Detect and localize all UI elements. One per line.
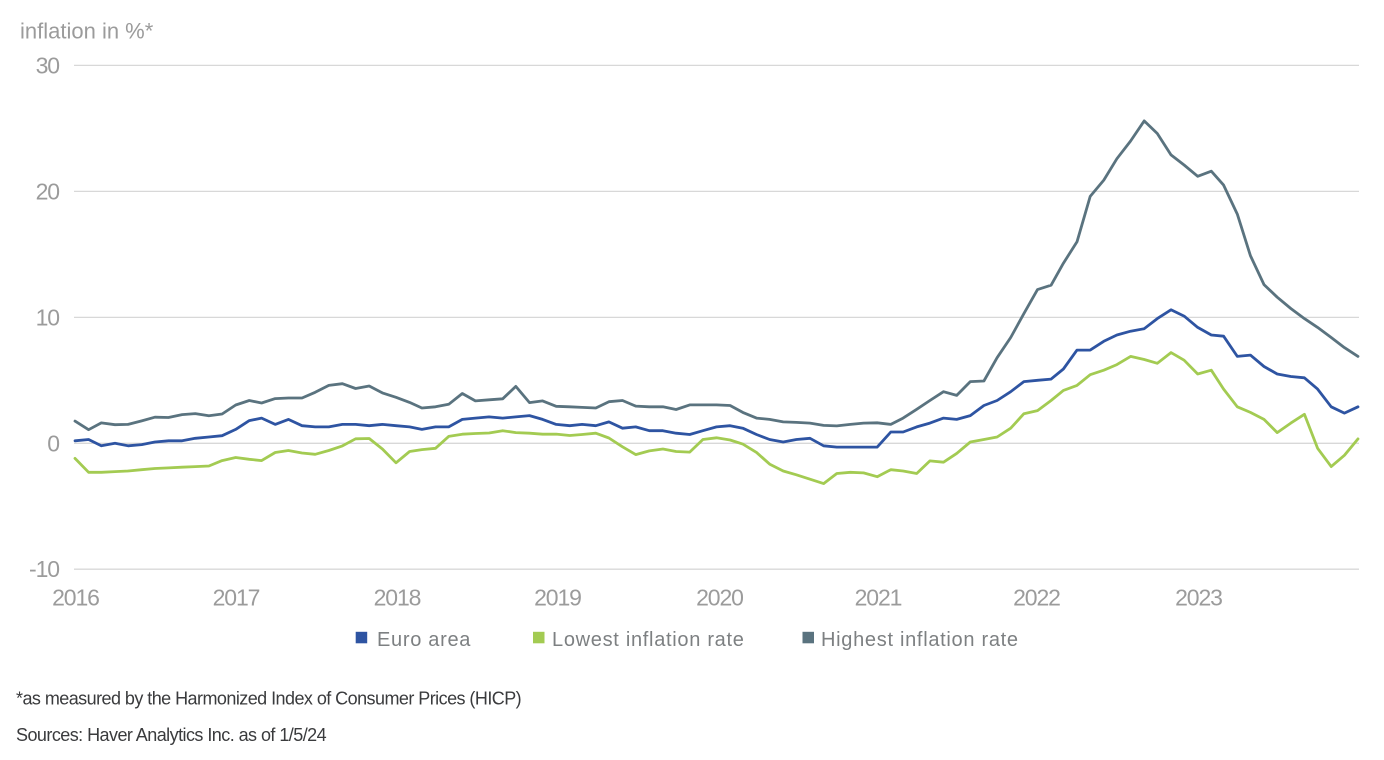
svg-text:Lowest inflation rate: Lowest inflation rate — [552, 629, 745, 651]
svg-text:20: 20 — [36, 178, 60, 204]
svg-text:2022: 2022 — [1013, 585, 1060, 611]
svg-text:0: 0 — [47, 430, 59, 456]
svg-text:30: 30 — [36, 52, 60, 78]
svg-text:2023: 2023 — [1175, 585, 1222, 611]
svg-text:2016: 2016 — [52, 585, 99, 611]
svg-text:2021: 2021 — [855, 585, 902, 611]
svg-text:Euro area: Euro area — [377, 629, 471, 651]
svg-text:Sources: Haver Analytics Inc.: Sources: Haver Analytics Inc. as of 1/5/… — [16, 725, 327, 745]
svg-text:2020: 2020 — [696, 585, 743, 611]
svg-text:2017: 2017 — [213, 585, 260, 611]
svg-text:2018: 2018 — [374, 585, 421, 611]
svg-text:-10: -10 — [29, 556, 59, 582]
svg-text:10: 10 — [36, 304, 60, 330]
svg-text:2019: 2019 — [534, 585, 581, 611]
svg-text:Highest inflation rate: Highest inflation rate — [821, 629, 1019, 651]
svg-text:*as measured by the Harmonized: *as measured by the Harmonized Index of … — [16, 689, 521, 709]
svg-text:inflation in %*: inflation in %* — [20, 19, 154, 44]
